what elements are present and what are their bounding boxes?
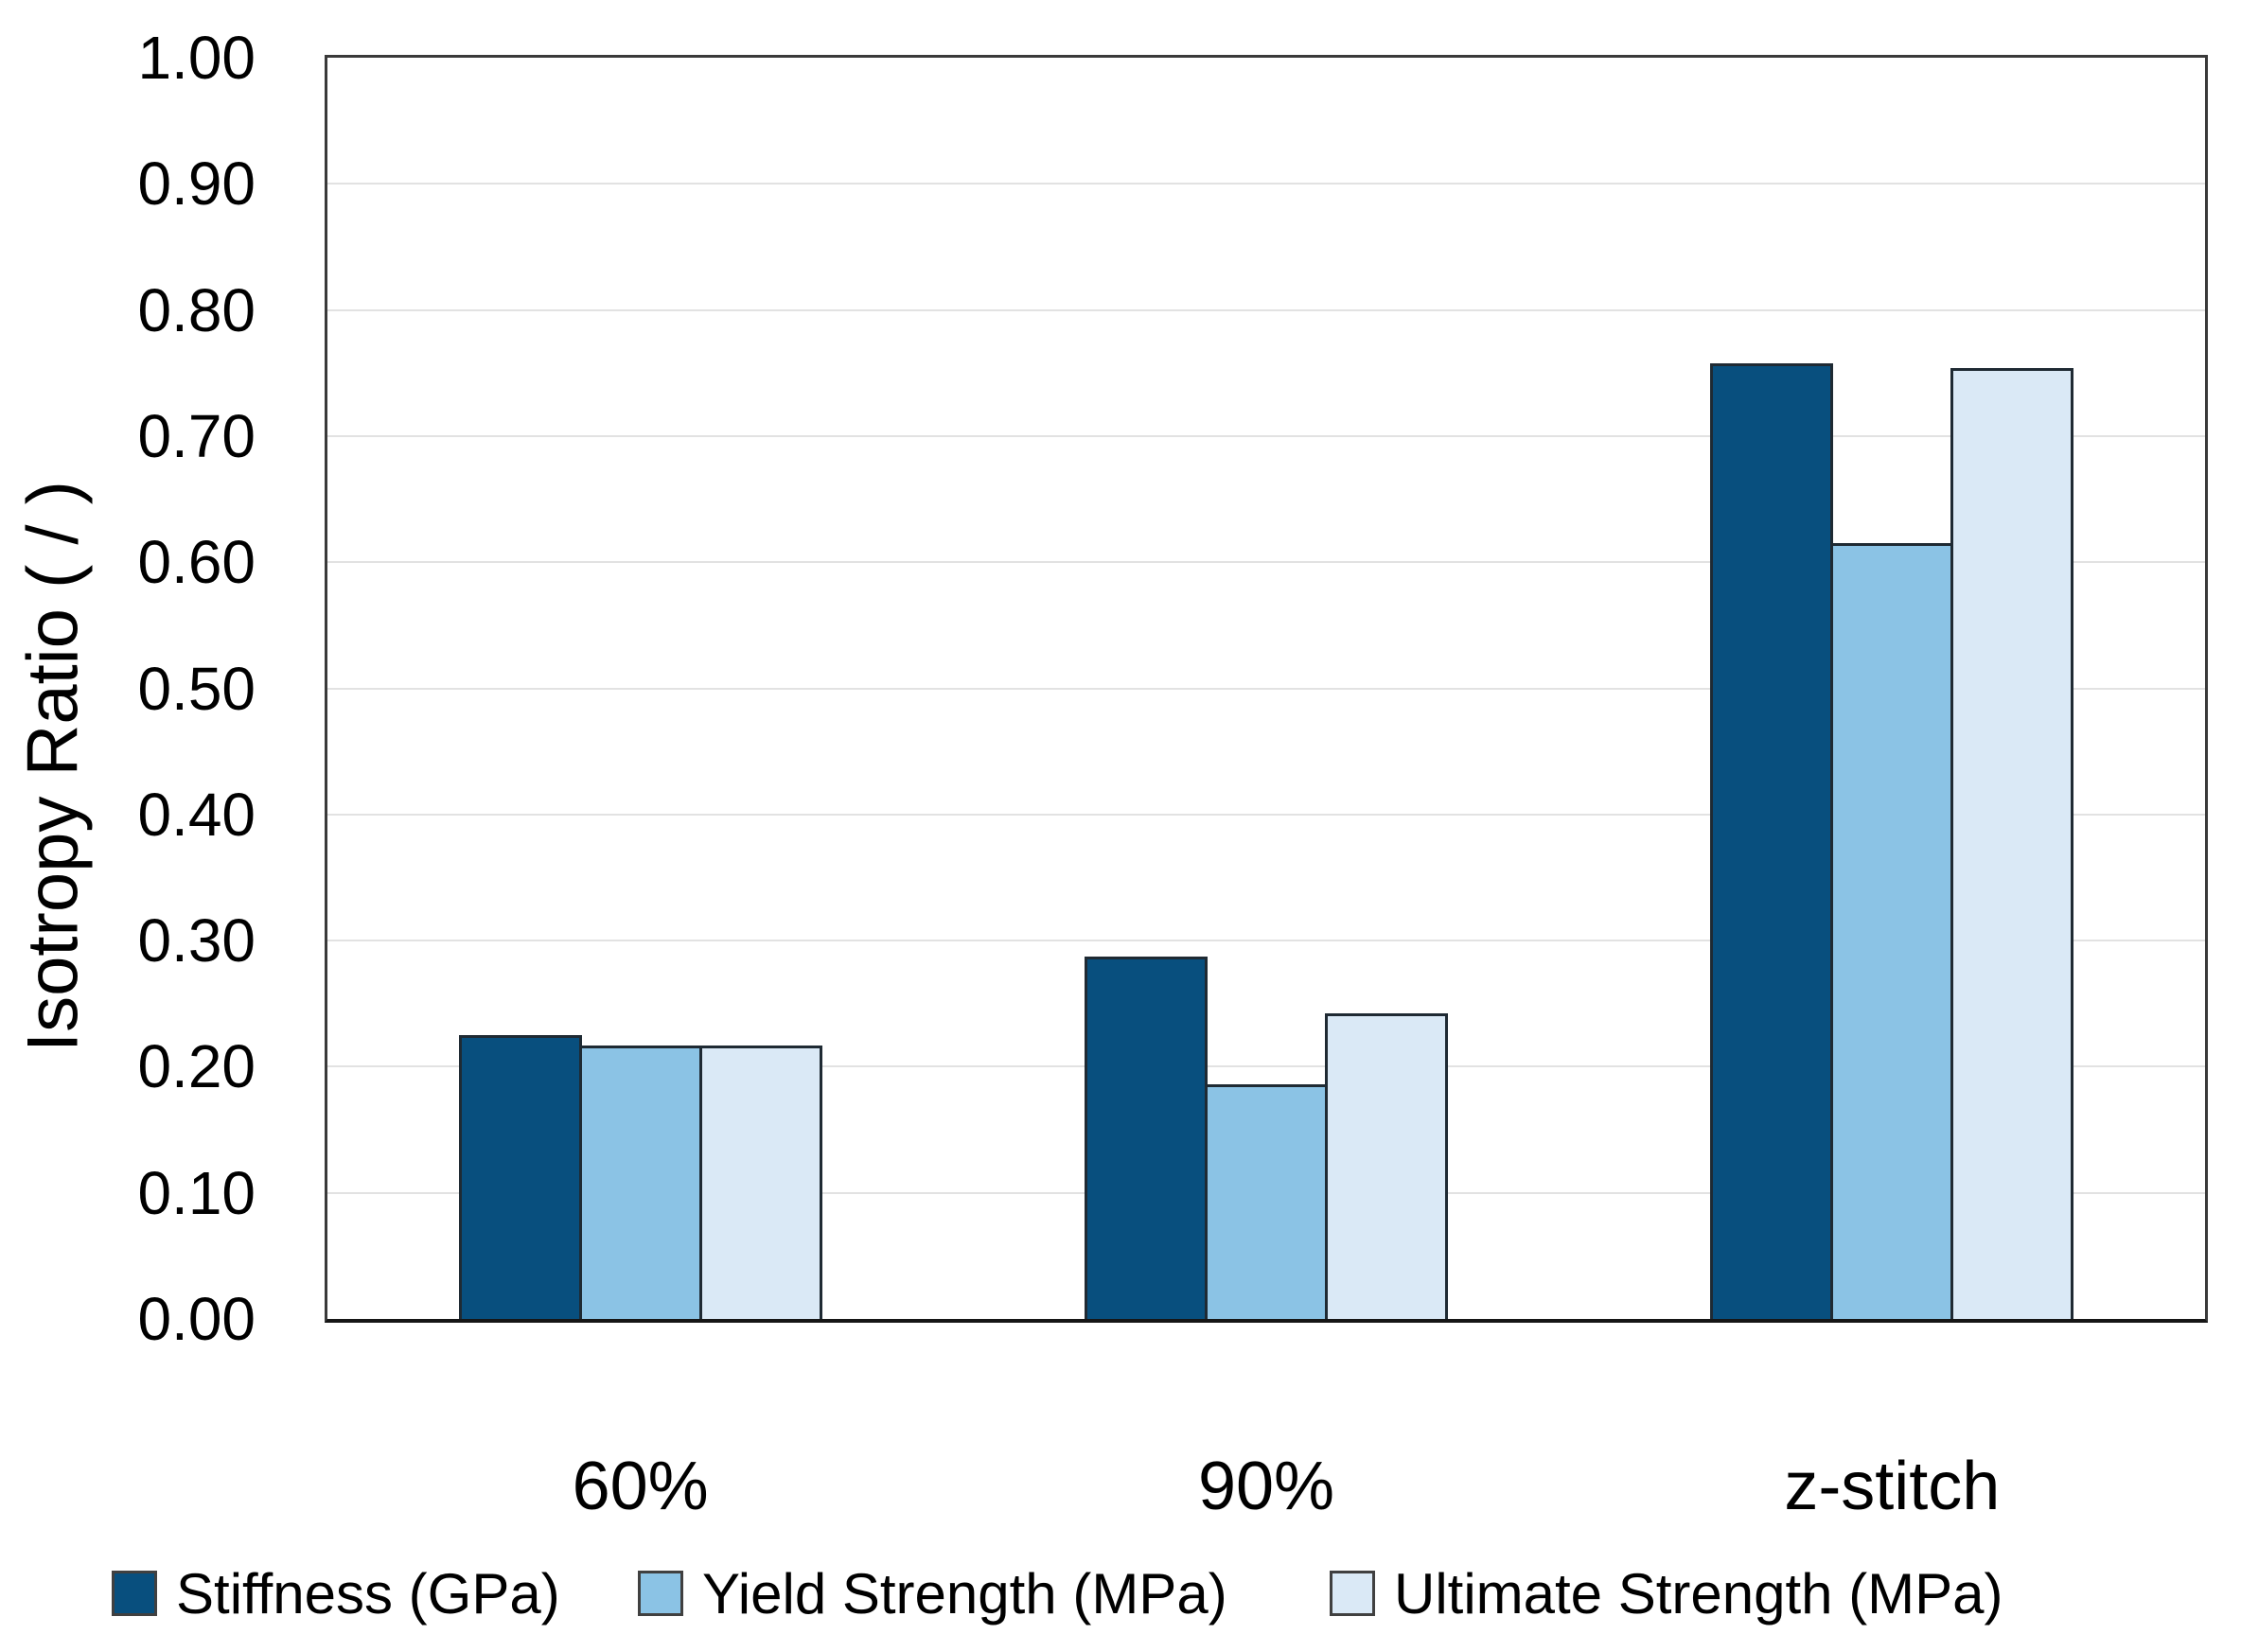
gridline [327, 1065, 2205, 1068]
bar-yield-90% [1205, 1084, 1328, 1319]
bar-stiffness-z-stitch [1710, 363, 1834, 1319]
y-tick-label: 0.10 [137, 1158, 256, 1227]
legend-item: Yield Strength (MPa) [638, 1561, 1227, 1626]
y-tick-label: 0.20 [137, 1032, 256, 1101]
legend-label: Ultimate Strength (MPa) [1394, 1561, 2003, 1626]
bar-ultimate-60% [698, 1046, 822, 1319]
bar-yield-60% [578, 1046, 702, 1319]
legend-label: Yield Strength (MPa) [702, 1561, 1227, 1626]
legend-item: Stiffness (GPa) [112, 1561, 560, 1626]
plot-area [325, 55, 2208, 1323]
gridline [327, 940, 2205, 942]
y-tick-label: 0.90 [137, 149, 256, 219]
legend-swatch [1330, 1571, 1375, 1616]
gridline [327, 308, 2205, 311]
gridline [327, 687, 2205, 690]
bar-ultimate-z-stitch [1950, 368, 2074, 1319]
y-tick-label: 0.00 [137, 1285, 256, 1353]
bar-stiffness-60% [458, 1035, 582, 1319]
y-tick-label: 0.60 [137, 528, 256, 597]
bar-ultimate-90% [1325, 1013, 1448, 1319]
bar-stiffness-90% [1085, 957, 1208, 1319]
legend-label: Stiffness (GPa) [176, 1561, 560, 1626]
y-tick-label: 0.30 [137, 906, 256, 975]
legend-item: Ultimate Strength (MPa) [1330, 1561, 2003, 1626]
legend-swatch [112, 1571, 157, 1616]
y-tick-label: 0.50 [137, 654, 256, 723]
y-tick-label: 0.80 [137, 275, 256, 344]
legend-swatch [638, 1571, 683, 1616]
gridline [327, 813, 2205, 816]
gridline [327, 183, 2205, 185]
y-tick-label: 0.40 [137, 780, 256, 849]
gridline [327, 561, 2205, 564]
gridline [327, 434, 2205, 437]
bar-yield-z-stitch [1830, 543, 1954, 1319]
y-tick-label: 0.70 [137, 401, 256, 470]
x-category-label: 90% [1197, 1449, 1335, 1524]
x-category-label: z-stitch [1784, 1449, 2001, 1524]
y-tick-label: 1.00 [137, 24, 256, 92]
x-category-label: 60% [572, 1449, 709, 1524]
